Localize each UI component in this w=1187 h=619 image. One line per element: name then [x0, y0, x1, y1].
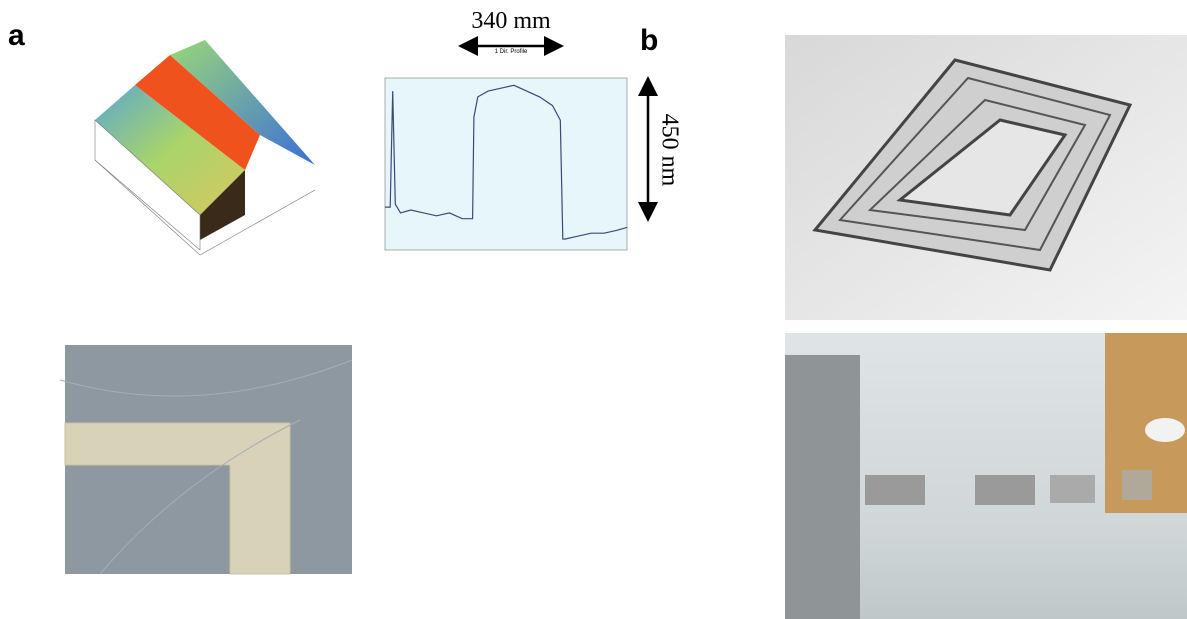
width-label: 340 mm	[471, 8, 551, 34]
micrograph	[60, 345, 352, 574]
profile-tag: 1 Dir. Profile	[495, 49, 528, 55]
panel-label: a	[8, 19, 25, 52]
figure: a 340 mm 1 Dir. Profile 450 nm b	[0, 0, 1187, 619]
photo-roll	[785, 333, 1187, 619]
panel-label: b	[640, 24, 658, 57]
photo-antenna	[785, 35, 1187, 320]
plot-area	[385, 78, 627, 250]
height-label: 450 nm	[656, 114, 682, 187]
surface-3d	[95, 40, 315, 255]
